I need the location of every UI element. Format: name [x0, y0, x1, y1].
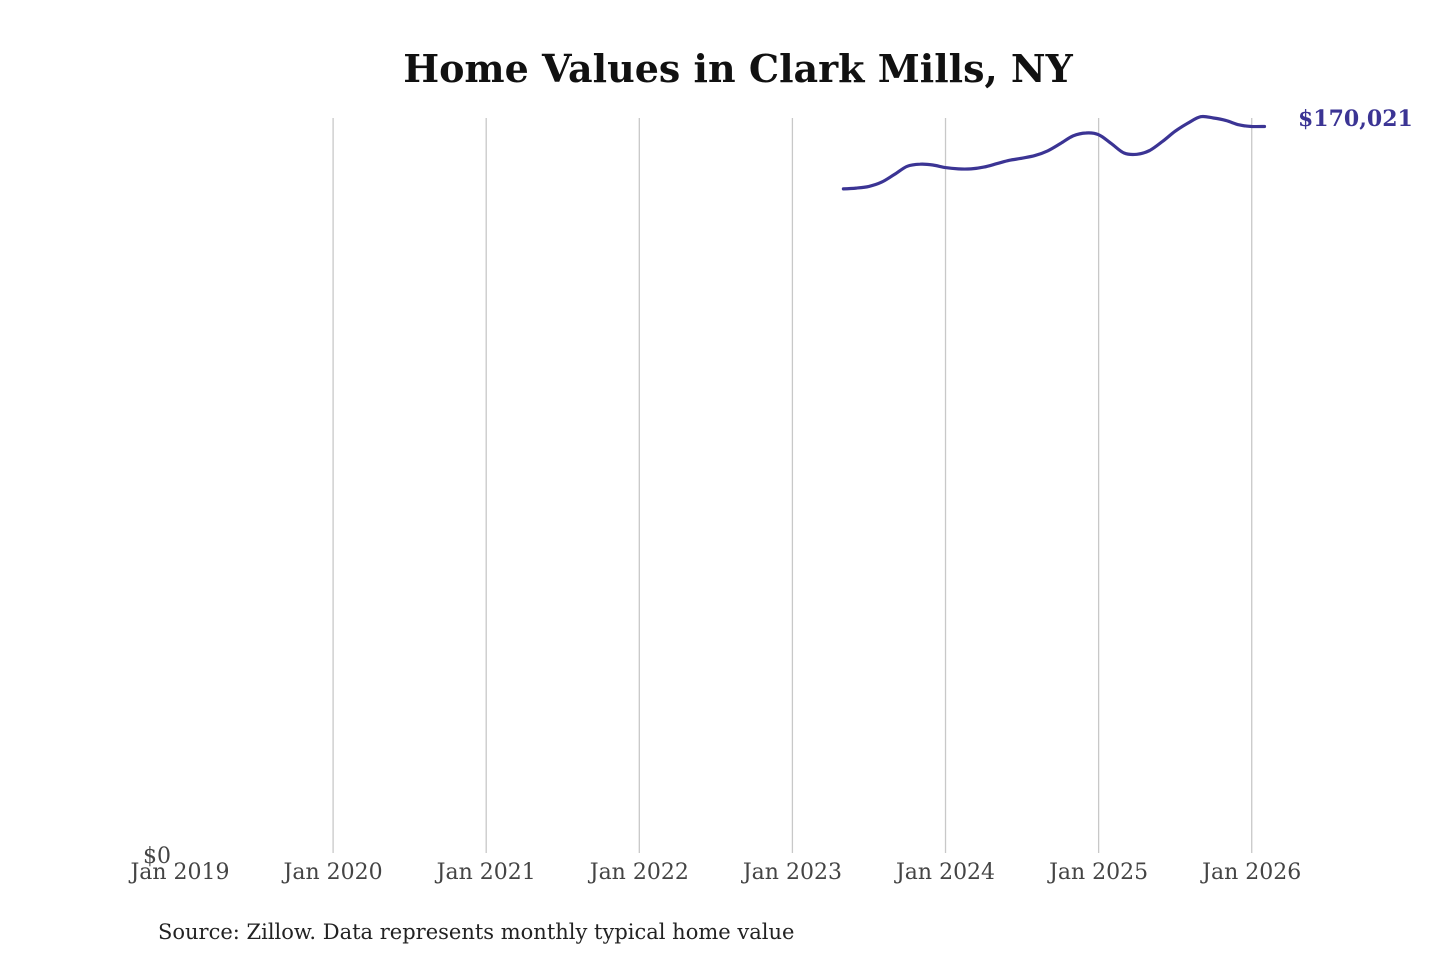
gridlines: [332, 118, 1253, 853]
x-tick-label-2023: Jan 2023: [741, 860, 842, 885]
x-tick-label-2020: Jan 2020: [282, 860, 383, 885]
x-tick-label-2024: Jan 2024: [894, 860, 995, 885]
x-tick-label-2019: Jan 2019: [128, 860, 229, 885]
source-note: Source: Zillow. Data represents monthly …: [158, 920, 794, 944]
x-tick-label-2021: Jan 2021: [435, 860, 536, 885]
series-layer: [841, 114, 1267, 191]
home-value-line: [841, 114, 1267, 191]
x-tick-label-2026: Jan 2026: [1200, 860, 1301, 885]
chart-title: Home Values in Clark Mills, NY: [403, 46, 1073, 91]
x-axis: Jan 2019 Jan 2020 Jan 2021 Jan 2022 Jan 2023…: [128, 860, 1301, 885]
y-tick-label-0: $0: [143, 844, 171, 869]
x-tick-label-2022: Jan 2022: [588, 860, 689, 885]
end-value-label: $170,021: [1298, 106, 1413, 132]
x-tick-label-2025: Jan 2025: [1047, 860, 1148, 885]
